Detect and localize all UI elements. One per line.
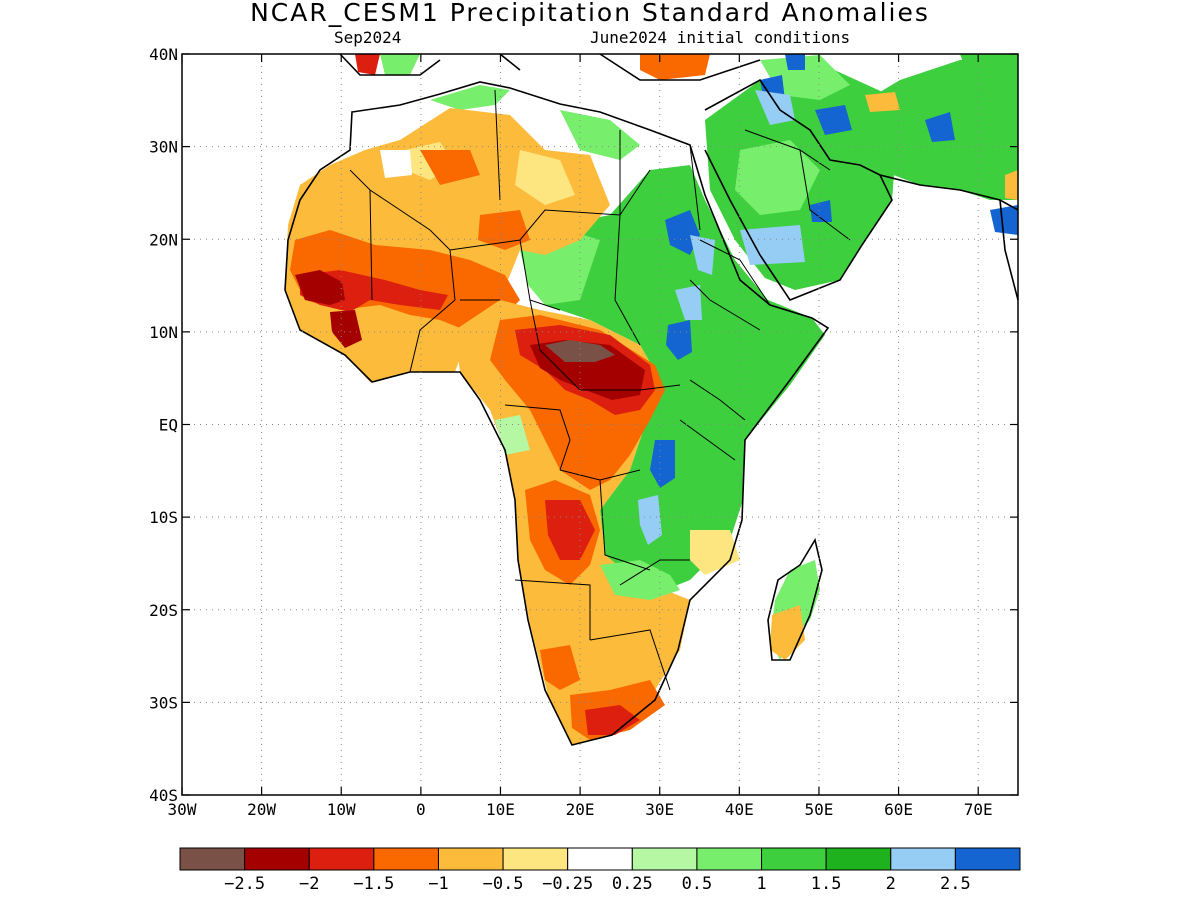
colorbar-label: 0.5 (682, 874, 713, 894)
colorbar-label: −0.5 (483, 874, 524, 894)
anomaly-blue-tanzania (650, 440, 675, 488)
colorbar-label: −1 (428, 874, 448, 894)
anomaly-lightgreen-north (430, 85, 510, 110)
lon-tick-label: 50E (804, 800, 833, 819)
lat-tick-label: 20N (149, 230, 178, 249)
anomaly-lightblue-arabia-1 (755, 90, 795, 125)
anomaly-green-mediterranean (380, 54, 420, 75)
india-coastline (999, 199, 1019, 301)
lon-tick-label: 60E (884, 800, 913, 819)
colorbar-swatch (179, 847, 246, 871)
lat-tick-label: 30N (149, 138, 178, 157)
anomaly-white-west (380, 150, 412, 178)
anomaly-brown-central (545, 340, 615, 362)
axis-ticks (181, 53, 1018, 796)
colorbar-swatch (244, 847, 310, 871)
colorbar-swatch (761, 847, 827, 871)
colorbar-swatch (373, 847, 439, 871)
anomaly-red-angola (545, 500, 595, 560)
anomaly-blue-arabia-2 (815, 105, 852, 135)
colorbar-swatch (954, 847, 1021, 871)
lat-tick-label: 30S (149, 693, 178, 712)
longitude-labels: 30W 20W 10W 0 10E 20E 30E 40E 50E 60E 70E (168, 800, 993, 819)
anomaly-darkred-iberia (355, 54, 380, 75)
lat-tick-label: 10N (149, 323, 178, 342)
anomaly-lightgreen-arabia (735, 140, 820, 215)
anomaly-lightblue-ethiopia (675, 285, 702, 320)
madagascar-coastline (767, 537, 823, 661)
anomaly-darkred-west (295, 270, 345, 305)
med-coastline (339, 53, 761, 81)
anomaly-blue-sudan (665, 210, 700, 255)
lat-tick-label: 40S (149, 786, 178, 805)
iran-coastline (879, 174, 1019, 211)
anomaly-red-south (585, 705, 640, 735)
anomaly-lightblue-yemen (740, 225, 805, 265)
lon-tick-label: 10W (327, 800, 356, 819)
anomaly-darkorange-north (420, 150, 480, 185)
colorbar-label: −0.25 (542, 874, 593, 894)
colorbar-label: 0.25 (612, 874, 653, 894)
anomaly-green-east (530, 165, 825, 590)
map-title: NCAR_CESM1 Precipitation Standard Anomal… (250, 0, 930, 27)
colorbar-label: 1 (756, 874, 766, 894)
anomaly-lightblue-tanzania (638, 495, 662, 545)
lon-tick-label: 30E (645, 800, 674, 819)
colorbar-swatch (696, 847, 763, 871)
lat-tick-label: 20S (149, 601, 178, 620)
anomaly-blue-india (990, 205, 1018, 235)
anomaly-blue-iran (925, 112, 955, 142)
colorbar-label: −2 (299, 874, 319, 894)
anomaly-green-north (960, 54, 1018, 100)
anomaly-blue-arabia-3 (810, 200, 832, 222)
coastlines (284, 53, 1019, 746)
colorbar-label: 1.5 (811, 874, 842, 894)
colorbar-swatch (825, 847, 892, 871)
gridlines (182, 54, 1018, 795)
colorbar: −2.5 −2 −1.5 −1 −0.5 −0.25 0.25 0.5 1 1.5 2 2.5 (179, 847, 1021, 894)
colorbar-label: −2.5 (224, 874, 265, 894)
country-borders (349, 89, 851, 691)
colorbar-swatch (437, 847, 504, 871)
anomaly-yellow-sahel (515, 150, 575, 205)
lon-tick-label: 70E (964, 800, 993, 819)
colorbar-swatch (502, 847, 569, 871)
colorbar-swatch (567, 847, 633, 871)
colorbar-label: 2.5 (940, 874, 971, 894)
colorbar-label: 2 (886, 874, 896, 894)
anomaly-yellow-mozambique (690, 530, 740, 575)
colorbar-swatch (631, 847, 698, 871)
lat-tick-label: 10S (149, 508, 178, 527)
anomaly-field (285, 54, 1018, 745)
anomaly-lightgreen-gabon (495, 415, 530, 455)
anomaly-blue-ethiopia (666, 320, 692, 360)
lon-tick-label: 10E (486, 800, 515, 819)
anomaly-darkred-guinea (330, 310, 362, 348)
lon-tick-label: 0 (416, 800, 426, 819)
forecast-month: Sep2024 (334, 28, 402, 47)
anomaly-orange-iran (865, 92, 900, 112)
anomaly-orange-india (1005, 170, 1018, 200)
anomaly-lightblue-sudan (690, 235, 715, 275)
lon-tick-label: 20W (247, 800, 276, 819)
lon-tick-label: 30W (168, 800, 197, 819)
lat-tick-label: EQ (159, 416, 178, 435)
africa-coastline (284, 81, 830, 746)
colorbar-label: −1.5 (353, 874, 394, 894)
initial-conditions-label: June2024 initial conditions (590, 28, 851, 47)
latitude-labels: 40N 30N 20N 10N EQ 10S 20S 30S 40S (149, 45, 178, 805)
arabia-coastline (704, 78, 893, 301)
colorbar-swatch (308, 847, 375, 871)
anomaly-orange-turkey (640, 54, 710, 80)
anomaly-blue-north-edge (785, 54, 805, 70)
lon-tick-label: 40E (725, 800, 754, 819)
lon-tick-label: 20E (566, 800, 595, 819)
lat-tick-label: 40N (149, 45, 178, 64)
colorbar-swatch (890, 847, 956, 871)
anomaly-darkorange-south-1 (540, 645, 580, 690)
